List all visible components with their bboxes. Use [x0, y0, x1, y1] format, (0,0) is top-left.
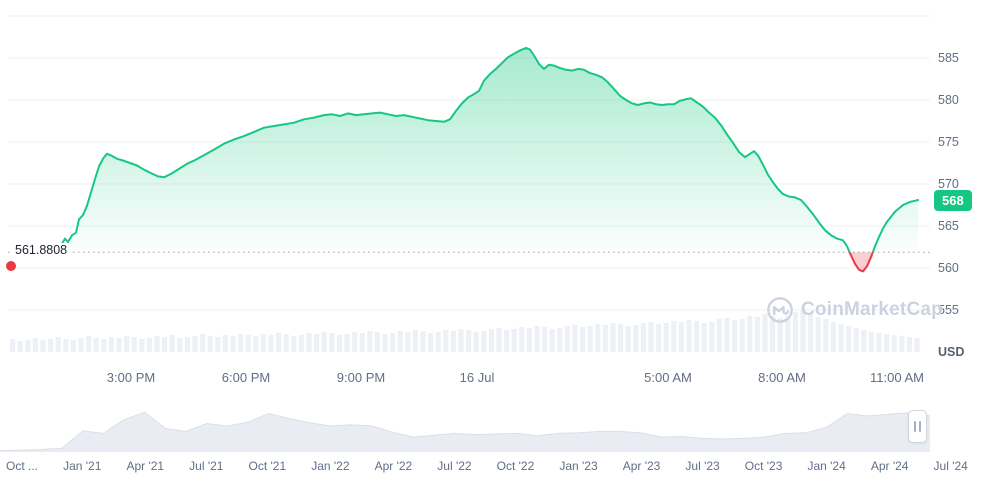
left-red-marker — [6, 261, 16, 271]
timeline-date-label: Oct '23 — [744, 459, 783, 473]
handle-grip-bar — [914, 421, 916, 432]
x-axis-tick-label: 16 Jul — [459, 370, 495, 385]
x-axis-tick-label: 11:00 AM — [870, 370, 924, 385]
x-axis-tick-label: 6:00 PM — [221, 370, 271, 385]
timeline-date-label: Jan '22 — [311, 459, 350, 473]
timeline-date-label: Oct '21 — [248, 459, 287, 473]
timeline-date-label: Jan '21 — [63, 459, 102, 473]
timeline-date-label: Apr '22 — [374, 459, 413, 473]
handle-grip-bar — [919, 421, 921, 432]
x-axis-tick-label: 3:00 PM — [106, 370, 156, 385]
x-axis-tick-label: 5:00 AM — [644, 370, 692, 385]
timeline-date-label: Jul '22 — [437, 459, 472, 473]
timeline-date-label: Jan '24 — [807, 459, 846, 473]
x-axis: 3:00 PM 6:00 PM 9:00 PM 16 Jul 5:00 AM 8:00 A… — [0, 370, 982, 388]
timeline-date-label: Jul '24 — [933, 459, 968, 473]
baseline-price-label: 561.8808 — [12, 243, 71, 258]
timeline-date-label: Jan '23 — [559, 459, 598, 473]
timeline-date-label: Apr '21 — [126, 459, 165, 473]
timeline-date-label: Jul '23 — [685, 459, 720, 473]
timeline-drag-handle[interactable] — [908, 410, 927, 443]
timeline-date-label: Jul '21 — [189, 459, 224, 473]
y-axis-unit-label: USD — [938, 345, 965, 359]
price-line-chart[interactable] — [0, 0, 982, 360]
timeline-axis: Oct ... Jan '21 Apr '21 Jul '21 Oct '21 Jan '… — [6, 459, 968, 473]
timeline-date-label: Apr '23 — [622, 459, 661, 473]
timeline-mini-chart[interactable] — [0, 404, 982, 456]
current-price-badge: 568 — [934, 189, 972, 211]
x-axis-tick-label: 9:00 PM — [336, 370, 386, 385]
x-axis-tick-label: 8:00 AM — [758, 370, 806, 385]
timeline-date-label: Apr '24 — [870, 459, 909, 473]
timeline-date-label: Oct ... — [6, 459, 39, 473]
timeline-date-label: Oct '22 — [496, 459, 535, 473]
